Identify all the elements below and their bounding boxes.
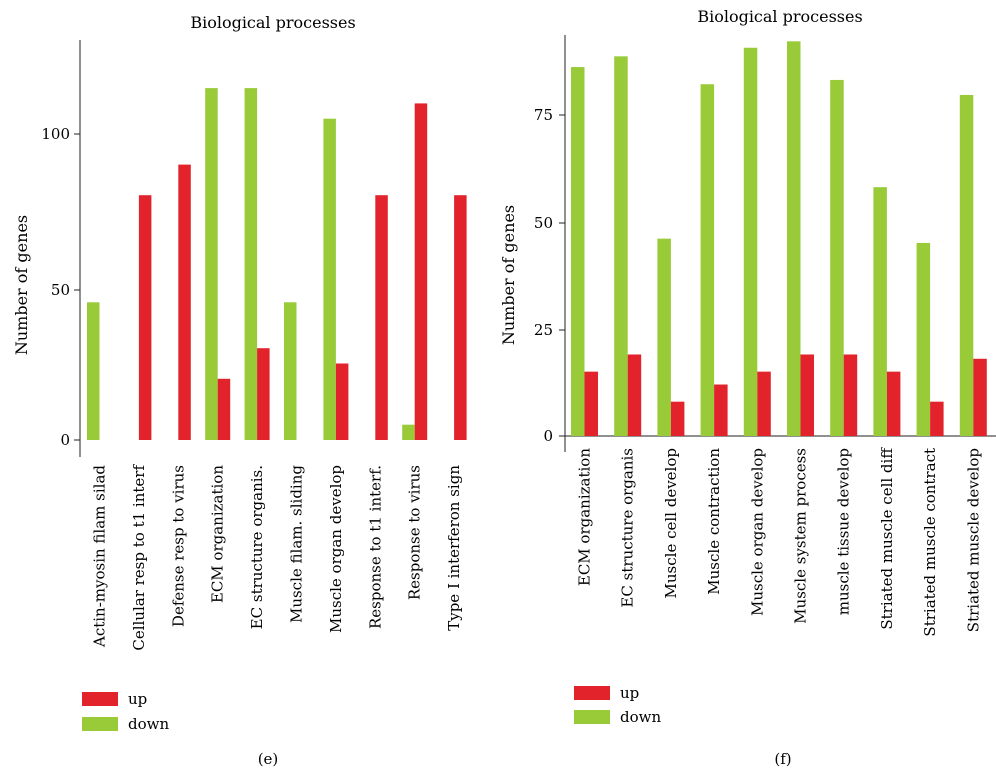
bar-down xyxy=(323,119,336,440)
x-tick-label: ECM organization xyxy=(576,448,594,586)
bar-up xyxy=(973,359,987,436)
bar-up xyxy=(336,364,349,441)
bar-down xyxy=(657,239,671,436)
bar-down xyxy=(245,88,258,440)
bar-up xyxy=(415,103,428,440)
bar-up xyxy=(887,372,901,436)
legend-swatch-down xyxy=(574,710,610,724)
bar-down xyxy=(614,56,628,436)
bar-down xyxy=(701,84,715,436)
y-tick-label: 0 xyxy=(543,427,553,445)
x-tick-label: Response to t1 interf. xyxy=(366,465,384,629)
legend-label-up: up xyxy=(128,690,147,708)
legend-label-down: down xyxy=(128,715,169,733)
x-tick-label: EC structure organis xyxy=(619,448,637,608)
x-tick-label: Response to virus xyxy=(406,465,424,600)
x-tick-label: Muscle filam. sliding xyxy=(288,465,306,623)
y-tick-label: 25 xyxy=(534,321,553,339)
bar-up xyxy=(585,372,599,436)
legend-swatch-up xyxy=(574,686,610,700)
x-tick-label: EC structure organis. xyxy=(248,465,266,629)
bar-up xyxy=(375,195,388,440)
x-tick-label: Cellular resp to t1 interf xyxy=(130,464,148,651)
x-tick-label: muscle tissue develop xyxy=(835,448,853,615)
bars-group xyxy=(87,88,467,440)
bar-down xyxy=(917,243,931,436)
legend: up down xyxy=(574,684,661,726)
bar-down xyxy=(744,48,758,436)
bar-down xyxy=(205,88,218,440)
x-tick-label: Striated muscle develop xyxy=(964,448,982,632)
bar-down xyxy=(873,187,887,436)
x-tick-label: Muscle organ develop xyxy=(748,448,766,616)
bar-up xyxy=(257,348,270,440)
x-tick-label: Striated muscle cell diff xyxy=(878,447,896,630)
bar-up xyxy=(801,354,815,436)
bar-up xyxy=(757,372,771,436)
bar-up xyxy=(628,354,642,436)
y-tick-label: 50 xyxy=(534,214,553,232)
y-tick-label: 0 xyxy=(60,431,70,449)
legend: up down xyxy=(82,690,169,733)
bar-down xyxy=(960,95,974,436)
x-tick-label: Muscle cell develop xyxy=(662,448,680,598)
x-tick-label: Defense resp to virus xyxy=(169,465,187,627)
bar-up xyxy=(671,402,685,436)
x-tick-label: Muscle system process xyxy=(792,448,810,624)
legend-swatch-down xyxy=(82,717,118,731)
chart-panel-e: Biological processes Number of genes 0 5… xyxy=(12,13,467,768)
bar-up xyxy=(178,165,191,440)
x-tick-label: Muscle contraction xyxy=(705,448,723,595)
bar-up xyxy=(218,379,231,440)
bar-up xyxy=(714,385,728,436)
chart-panel-f: Biological processes Number of genes 0 2… xyxy=(499,7,996,768)
x-tick-label: Actin-myosin filam silad xyxy=(91,465,109,648)
category-labels: Actin-myosin filam silad Cellular resp to… xyxy=(91,464,464,651)
chart-title: Biological processes xyxy=(697,7,862,26)
bar-up xyxy=(930,402,944,436)
bar-up xyxy=(454,195,467,440)
category-labels: ECM organization EC structure organis Musc… xyxy=(576,447,983,637)
legend-label-up: up xyxy=(620,684,639,702)
bar-down xyxy=(87,302,100,440)
bar-down xyxy=(830,80,844,436)
x-tick-label: ECM organization xyxy=(209,465,227,603)
bar-up xyxy=(139,195,152,440)
panel-caption: (e) xyxy=(258,750,279,768)
x-tick-label: Type I interferon sign xyxy=(445,465,463,631)
x-tick-label: Striated muscle contract xyxy=(921,448,939,637)
bars-group xyxy=(571,41,987,436)
bar-down xyxy=(571,67,585,436)
legend-swatch-up xyxy=(82,692,118,706)
bar-up xyxy=(844,354,858,436)
bar-down xyxy=(402,425,415,440)
panel-caption: (f) xyxy=(774,750,791,768)
y-tick-label: 75 xyxy=(534,106,553,124)
bar-down xyxy=(284,302,297,440)
x-tick-label: Muscle organ develop xyxy=(327,465,345,633)
y-tick-label: 50 xyxy=(51,281,70,299)
legend-label-down: down xyxy=(620,708,661,726)
y-axis-label: Number of genes xyxy=(499,205,518,345)
y-tick-label: 100 xyxy=(41,125,70,143)
chart-title: Biological processes xyxy=(190,13,355,32)
y-axis-label: Number of genes xyxy=(12,215,31,355)
bar-down xyxy=(787,41,801,436)
